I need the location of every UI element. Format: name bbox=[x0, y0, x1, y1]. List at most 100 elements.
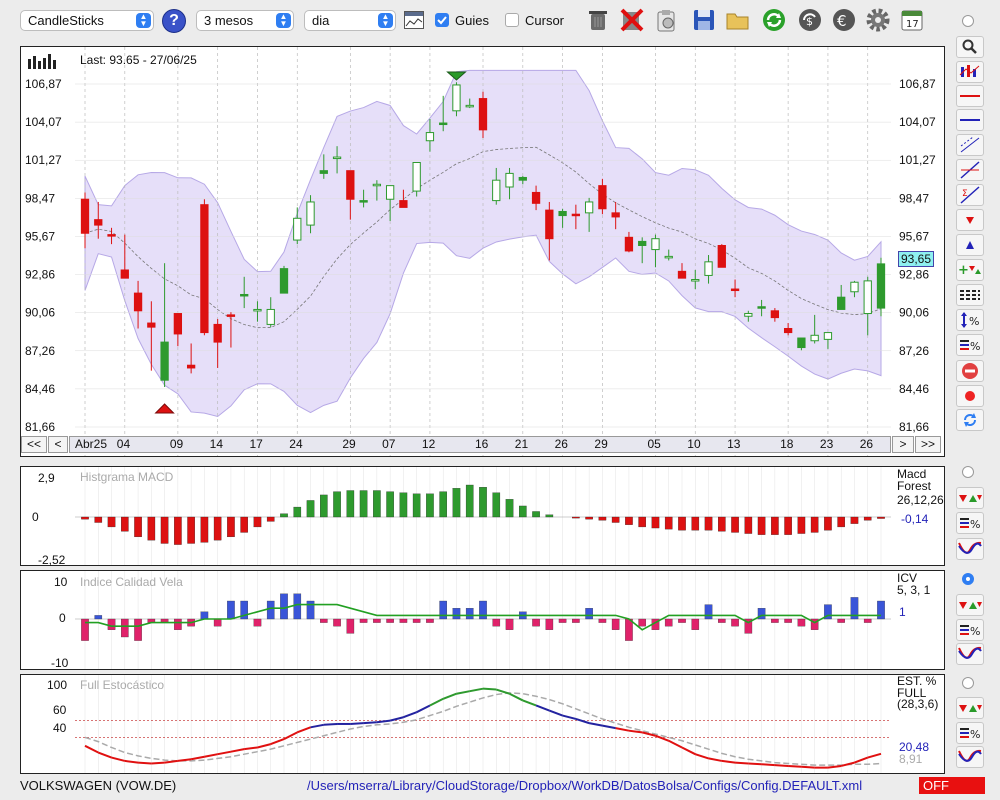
macd-histogram bbox=[75, 467, 891, 565]
symbol-label: VOLKSWAGEN (VOW.DE) bbox=[20, 778, 177, 793]
macd-bar bbox=[359, 490, 368, 518]
candles-tool-icon[interactable] bbox=[956, 61, 984, 83]
icv-bar bbox=[718, 618, 726, 623]
zoom-icon[interactable] bbox=[956, 36, 984, 58]
icv-move-icon[interactable] bbox=[956, 594, 984, 616]
help-icon[interactable]: ? bbox=[162, 9, 186, 33]
chart-type-select[interactable]: CandleSticks ▲ ▼ bbox=[20, 10, 154, 31]
delete-icon[interactable] bbox=[618, 6, 646, 34]
macd-percent-icon[interactable]: % bbox=[956, 512, 984, 534]
add-indicator-icon[interactable]: + bbox=[956, 259, 984, 281]
no-sign-icon[interactable] bbox=[956, 360, 984, 382]
icv-curve-icon[interactable] bbox=[956, 643, 984, 665]
folder-icon[interactable] bbox=[724, 6, 752, 34]
fibonacci-icon[interactable]: Σ bbox=[956, 184, 984, 206]
arrow-up-blue-icon[interactable] bbox=[956, 234, 984, 256]
x-tick-label: 09 bbox=[169, 437, 184, 451]
clipboard-icon[interactable] bbox=[652, 6, 680, 34]
candle-body bbox=[810, 334, 819, 342]
macd-bar bbox=[784, 516, 792, 535]
icv-panel[interactable]: Indice Calidad Vela 10 0 -10 ICV 5, 3, 1… bbox=[20, 570, 945, 670]
trendline-icon[interactable] bbox=[956, 159, 984, 181]
candle-body bbox=[399, 200, 408, 208]
gear-icon[interactable] bbox=[864, 6, 892, 34]
y-tick-label-right: 104,07 bbox=[899, 115, 936, 129]
stoch-k-segment bbox=[138, 761, 152, 765]
stoch-y-100: 100 bbox=[47, 678, 68, 692]
hline-red-icon[interactable] bbox=[956, 85, 984, 107]
nav-prev-button[interactable]: < bbox=[48, 436, 68, 453]
macd-y-zero: 0 bbox=[32, 510, 39, 524]
macd-radio[interactable] bbox=[962, 466, 974, 478]
interval-select[interactable]: dia ▲ ▼ bbox=[304, 10, 396, 31]
date-axis[interactable]: Abr25 04 09 14 17 24 29 07 12 16 21 26 29 05 10 13 18 23 2… bbox=[69, 436, 891, 453]
list-lines-icon[interactable] bbox=[956, 284, 984, 306]
icv-bar bbox=[412, 618, 421, 623]
candle-body bbox=[478, 98, 488, 131]
price-chart-panel[interactable]: 106,87 106,87 104,07 104,07 101,27 101,27 98,4… bbox=[20, 46, 945, 457]
svg-text:%: % bbox=[970, 625, 980, 638]
nav-first-button[interactable]: << bbox=[21, 436, 47, 453]
icv-bar bbox=[810, 618, 819, 630]
icv-legend-params: 5, 3, 1 bbox=[897, 583, 931, 597]
candle-body bbox=[107, 234, 116, 237]
macd-bar bbox=[810, 516, 819, 533]
stoch-move-icon[interactable] bbox=[956, 697, 984, 719]
candle-body bbox=[691, 279, 700, 282]
nav-next-button[interactable]: > bbox=[892, 436, 914, 453]
y-tick-label-right: 90,06 bbox=[899, 306, 929, 320]
macd-move-icon[interactable] bbox=[956, 487, 984, 509]
last-value-badge: 93,65 bbox=[898, 251, 935, 267]
y-tick-label-left: 87,26 bbox=[25, 344, 55, 358]
nav-last-button[interactable]: >> bbox=[915, 436, 941, 453]
candle-body bbox=[770, 310, 780, 319]
trash-icon[interactable] bbox=[584, 6, 612, 34]
y-tick-label-right: 92,86 bbox=[899, 268, 929, 282]
candle-body bbox=[439, 122, 448, 126]
stoch-percent-icon[interactable]: % bbox=[956, 722, 984, 744]
stoch-radio[interactable] bbox=[962, 677, 974, 689]
macd-panel[interactable]: Histgrama MACD 2,9 0 -2,52 Macd Forest 2… bbox=[20, 466, 945, 567]
stochastic-panel[interactable]: Full Estocástico 100 60 40 EST. % FULL (… bbox=[20, 674, 945, 774]
candle-body bbox=[226, 314, 236, 317]
status-indicator[interactable]: OFF bbox=[919, 777, 985, 794]
guides-checkbox[interactable] bbox=[435, 13, 449, 27]
icv-bar bbox=[240, 600, 248, 620]
trend-channel-icon[interactable] bbox=[956, 134, 984, 156]
stoch-k-segment bbox=[867, 752, 882, 759]
save-icon[interactable] bbox=[690, 6, 718, 34]
arrow-down-red-icon[interactable] bbox=[956, 209, 984, 231]
icv-bar bbox=[757, 608, 766, 620]
x-tick-label: 10 bbox=[687, 437, 701, 451]
percent-lines-icon[interactable]: % bbox=[956, 334, 984, 356]
chart-window-icon[interactable] bbox=[404, 11, 424, 29]
candle-body bbox=[876, 263, 886, 309]
euro-icon[interactable]: € bbox=[830, 6, 858, 34]
icv-bar bbox=[373, 618, 381, 623]
candle-body bbox=[584, 201, 594, 214]
hline-blue-icon[interactable] bbox=[956, 109, 984, 131]
candle-body bbox=[120, 269, 129, 279]
macd-bar bbox=[704, 516, 713, 531]
macd-bar bbox=[585, 516, 593, 520]
percent-range-icon[interactable]: % bbox=[956, 309, 984, 331]
record-icon[interactable] bbox=[956, 385, 984, 407]
stoch-k-segment bbox=[694, 753, 709, 760]
macd-curve-icon[interactable] bbox=[956, 538, 984, 560]
stoch-curve-icon[interactable] bbox=[956, 746, 984, 768]
currency-refresh-icon[interactable]: $ bbox=[796, 6, 824, 34]
icv-percent-icon[interactable]: % bbox=[956, 619, 984, 641]
config-path-link[interactable]: /Users/mserra/Library/CloudStorage/Dropb… bbox=[307, 778, 863, 793]
icv-bar bbox=[107, 618, 116, 630]
calendar-icon[interactable]: 17 bbox=[898, 6, 926, 34]
refresh-icon[interactable] bbox=[760, 6, 788, 34]
cursor-checkbox[interactable] bbox=[505, 13, 519, 27]
macd-legend-title: Macd Forest bbox=[897, 467, 932, 493]
macd-bar bbox=[373, 490, 381, 518]
sync-icon[interactable] bbox=[956, 409, 984, 431]
icv-radio-selected[interactable] bbox=[962, 573, 974, 585]
icv-histogram bbox=[75, 571, 891, 669]
macd-bar bbox=[877, 516, 885, 519]
period-select[interactable]: 3 mesos ▲ ▼ bbox=[196, 10, 294, 31]
main-radio[interactable] bbox=[962, 15, 974, 27]
